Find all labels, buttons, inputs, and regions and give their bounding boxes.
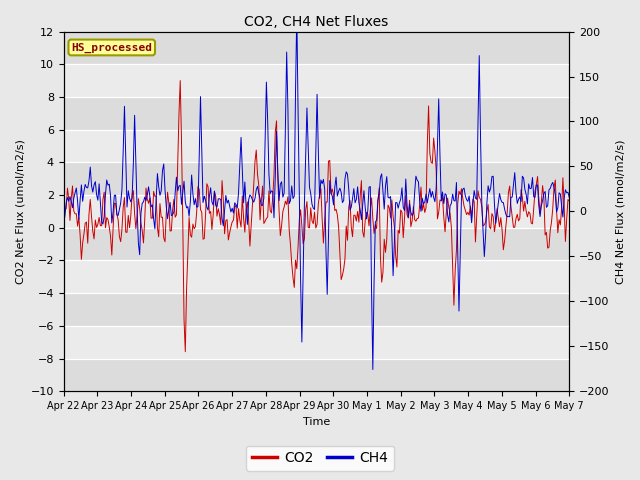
Bar	[63, 326, 569, 359]
Bar	[63, 228, 569, 261]
Bar	[63, 97, 569, 130]
Y-axis label: CH4 Net Flux (nmol/m2/s): CH4 Net Flux (nmol/m2/s)	[615, 139, 625, 284]
Y-axis label: CO2 Net Flux (umol/m2/s): CO2 Net Flux (umol/m2/s)	[15, 139, 25, 284]
Title: CO2, CH4 Net Fluxes: CO2, CH4 Net Fluxes	[244, 15, 388, 29]
Bar	[63, 293, 569, 326]
Legend: CO2, CH4: CO2, CH4	[246, 445, 394, 471]
Bar	[63, 195, 569, 228]
Bar	[63, 130, 569, 162]
Text: HS_processed: HS_processed	[71, 42, 152, 53]
X-axis label: Time: Time	[303, 417, 330, 427]
Bar	[63, 32, 569, 64]
Bar	[63, 162, 569, 195]
Bar	[63, 64, 569, 97]
Bar	[63, 261, 569, 293]
Bar	[63, 359, 569, 391]
